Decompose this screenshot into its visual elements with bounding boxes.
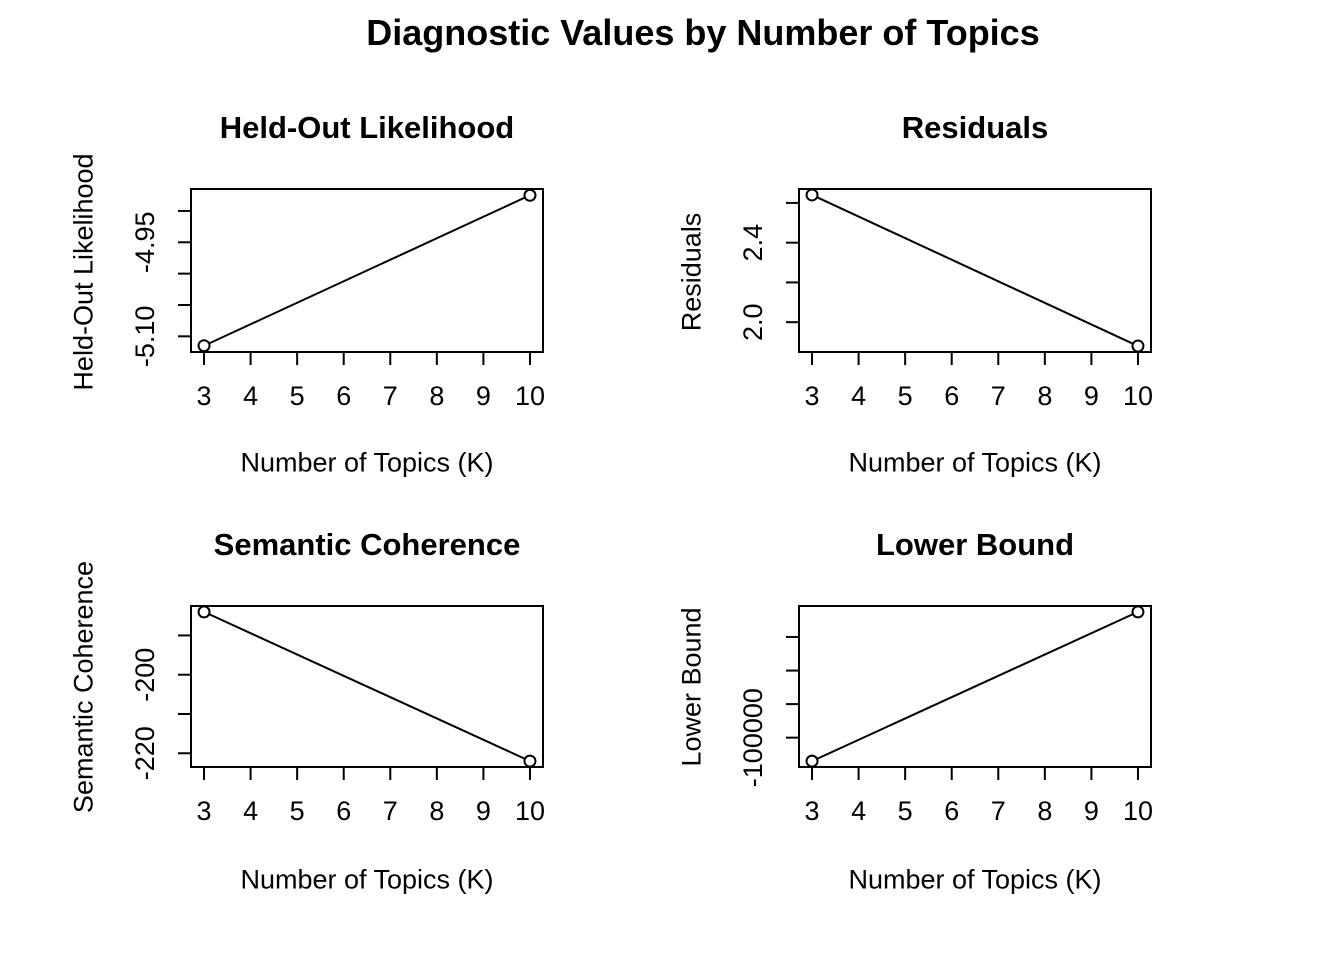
plot-box (798, 605, 1152, 768)
data-line (203, 610, 531, 763)
x-tick-label: 6 (336, 796, 351, 826)
panel-title-semcoh: Semantic Coherence (213, 527, 521, 562)
y-tick-label: 2.4 (738, 224, 768, 262)
x-tick-label: 4 (243, 796, 258, 826)
y-tick-label: -100000 (738, 688, 768, 787)
data-point (1131, 605, 1145, 619)
x-tick-label: 5 (898, 796, 913, 826)
x-tick-label: 4 (243, 381, 258, 411)
x-tick-label: 7 (991, 381, 1006, 411)
panel-title-heldout: Held-Out Likelihood (219, 110, 515, 145)
x-tick-label: 6 (944, 796, 959, 826)
y-tick-label: 2.0 (738, 303, 768, 341)
x-tick-label: 9 (1084, 381, 1099, 411)
data-point (523, 754, 537, 768)
x-tick-label: 4 (851, 796, 866, 826)
x-tick-label: 8 (429, 381, 444, 411)
x-tick-label: 3 (197, 796, 212, 826)
plot-box (798, 188, 1152, 353)
panel-plot-semcoh: 3 4 5 6 7 8 9 10 -220 -200 (130, 605, 545, 826)
x-tick-label: 8 (1037, 796, 1052, 826)
x-tick-label: 8 (1037, 381, 1052, 411)
data-point (523, 188, 537, 202)
y-tick-label: -220 (130, 726, 160, 780)
x-tick-label: 10 (515, 381, 545, 411)
x-tick-label: 3 (197, 381, 212, 411)
data-point (197, 605, 211, 619)
x-tick-label: 3 (805, 381, 820, 411)
y-axis-label-heldout: Held-Out Likelihood (68, 153, 99, 391)
x-axis-label-residuals: Number of Topics (K) (848, 447, 1102, 478)
panel-title-residuals: Residuals (901, 110, 1049, 145)
x-tick-label: 10 (515, 796, 545, 826)
x-tick-label: 5 (290, 381, 305, 411)
y-tick-label: -5.10 (130, 306, 160, 368)
x-tick-label: 9 (1084, 796, 1099, 826)
x-axis-label-heldout: Number of Topics (K) (240, 447, 494, 478)
data-line (203, 194, 531, 347)
panel-plot-residuals: 3 4 5 6 7 8 9 10 2.0 2.4 (738, 188, 1153, 411)
x-tick-label: 10 (1123, 796, 1153, 826)
y-tick-label: -200 (130, 648, 160, 702)
x-tick-label: 3 (805, 796, 820, 826)
x-tick-label: 9 (476, 381, 491, 411)
y-axis-label-semcoh: Semantic Coherence (68, 560, 99, 814)
x-axis-label-semcoh: Number of Topics (K) (240, 864, 494, 895)
y-axis-label-lowerbound: Lower Bound (676, 607, 707, 767)
x-tick-label: 7 (991, 796, 1006, 826)
x-tick-label: 5 (898, 381, 913, 411)
x-tick-label: 7 (383, 381, 398, 411)
main-title: Diagnostic Values by Number of Topics (366, 12, 1040, 53)
x-tick-label: 9 (476, 796, 491, 826)
panel-title-lowerbound: Lower Bound (875, 527, 1075, 562)
data-line (811, 610, 1139, 763)
plot-box (190, 188, 544, 353)
data-point (805, 188, 819, 202)
data-point (197, 339, 211, 353)
panel-plot-heldout: 3 4 5 6 7 8 9 10 -5.10 -4.95 (130, 188, 545, 411)
x-tick-label: 8 (429, 796, 444, 826)
plot-box (190, 605, 544, 768)
data-point (805, 754, 819, 768)
x-tick-label: 10 (1123, 381, 1153, 411)
y-axis-label-residuals: Residuals (676, 212, 707, 332)
x-tick-label: 7 (383, 796, 398, 826)
data-line (811, 194, 1139, 347)
panel-plot-lowerbound: 3 4 5 6 7 8 9 10 -100000 (738, 605, 1153, 826)
x-tick-label: 6 (336, 381, 351, 411)
y-tick-label: -4.95 (130, 212, 160, 274)
data-point (1131, 339, 1145, 353)
x-tick-label: 6 (944, 381, 959, 411)
x-axis-label-lowerbound: Number of Topics (K) (848, 864, 1102, 895)
x-tick-label: 5 (290, 796, 305, 826)
x-tick-label: 4 (851, 381, 866, 411)
